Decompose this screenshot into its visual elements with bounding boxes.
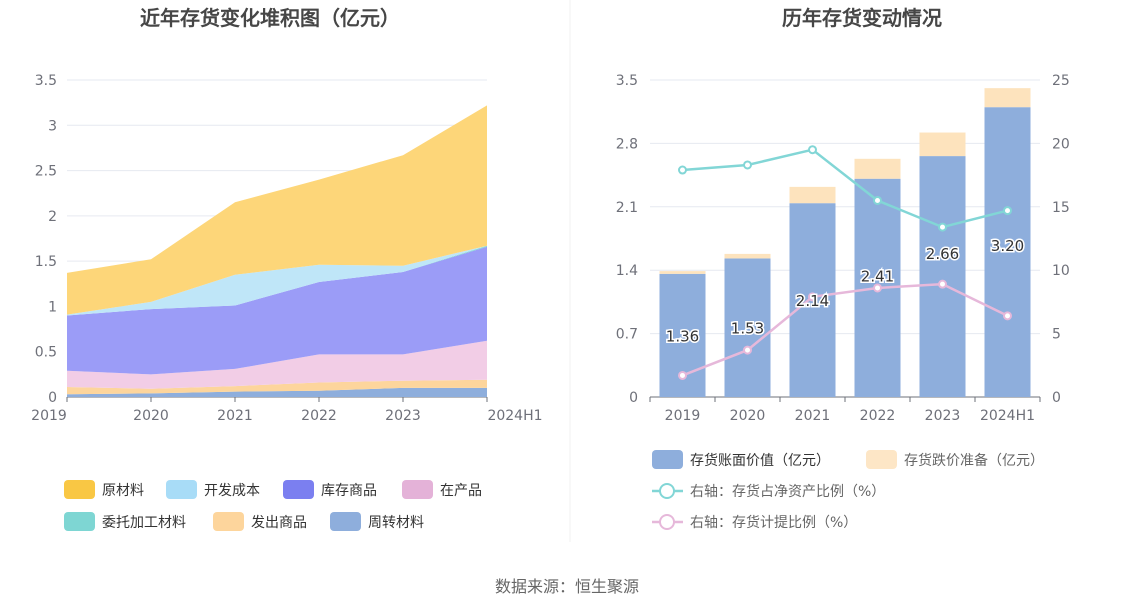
legend-swatch <box>64 512 95 531</box>
left-stacked-area-chart: 0 0.5 1 1.5 2 2.5 3 3.5 2019 2020 2021 2022 2023 2024… <box>31 73 543 531</box>
left-x-tick-label: 2024H1 <box>487 408 542 424</box>
line-point <box>1003 206 1012 216</box>
line-point <box>743 345 752 355</box>
legend-swatch <box>652 450 683 469</box>
legend-label: 原材料 <box>102 483 144 499</box>
bar-impairment-reserve <box>854 158 901 179</box>
line-point <box>938 222 947 232</box>
legend-swatch <box>866 450 897 469</box>
right-bar-line-chart: 0 0.7 1.4 2.1 2.8 3.5 0 5 10 15 20 25 2019 2020 2021 20… <box>616 73 1070 531</box>
left-x-tick-label: 2019 <box>31 408 67 424</box>
left-x-tick-label: 2021 <box>217 408 253 424</box>
right-x-tick-label: 2023 <box>925 408 961 424</box>
line-point <box>808 145 817 155</box>
line-point <box>678 370 687 380</box>
right-y-tick-label: 0 <box>629 390 638 406</box>
bar-data-label: 2.66 <box>926 245 959 263</box>
legend-swatch <box>64 480 95 499</box>
line-series <box>682 282 1009 377</box>
legend-swatch <box>213 512 244 531</box>
line-series <box>682 148 1008 229</box>
legend-label: 存货跌价准备（亿元） <box>904 452 1044 469</box>
right-y2-tick-label: 25 <box>1052 73 1070 89</box>
line-point <box>678 165 687 175</box>
legend-label: 委托加工材料 <box>102 515 186 531</box>
right-y-tick-label: 2.1 <box>616 200 638 216</box>
legend-label: 库存商品 <box>321 483 377 499</box>
bar-data-label: 1.36 <box>666 327 699 345</box>
line-point <box>808 292 817 302</box>
area-series-原材料 <box>67 105 487 315</box>
line-point <box>873 283 882 293</box>
legend-label: 开发成本 <box>204 483 260 499</box>
right-y-tick-label: 1.4 <box>616 263 638 279</box>
right-x-tick-label: 2022 <box>860 408 896 424</box>
area-series-周转材料 <box>67 387 487 397</box>
left-y-tick-label: 1.5 <box>35 254 57 270</box>
bar-data-label: 2.14 <box>796 292 829 310</box>
legend-swatch <box>330 512 361 531</box>
bar-data-label: 2.41 <box>861 268 894 286</box>
left-y-tick-label: 1 <box>48 299 57 315</box>
right-x-tick-label: 2019 <box>665 408 701 424</box>
line-point <box>938 279 947 289</box>
legend-line-marker <box>659 483 675 499</box>
left-y-tick-label: 3.5 <box>35 73 57 89</box>
legend-line-marker <box>659 514 675 530</box>
right-x-tick-label: 2020 <box>730 408 766 424</box>
right-y2-tick-label: 20 <box>1052 136 1070 152</box>
right-y2-tick-label: 10 <box>1052 263 1070 279</box>
right-y-tick-label: 0.7 <box>616 327 638 343</box>
bar-book-value <box>919 156 966 397</box>
left-y-tick-label: 2.5 <box>35 164 57 180</box>
right-y-tick-label: 3.5 <box>616 73 638 89</box>
bar-impairment-reserve <box>984 88 1031 108</box>
legend-swatch <box>283 480 314 499</box>
right-y2-tick-label: 5 <box>1052 327 1061 343</box>
left-chart-title: 近年存货变化堆积图（亿元） <box>140 6 400 30</box>
line-point <box>743 160 752 170</box>
right-x-tick-label: 2024H1 <box>980 408 1035 424</box>
left-y-tick-label: 0.5 <box>35 345 57 361</box>
bar-impairment-reserve <box>724 253 771 259</box>
bar-data-label: 3.20 <box>991 237 1024 255</box>
legend-label: 右轴：存货占净资产比例（%） <box>690 483 885 500</box>
area-series-开发成本 <box>67 245 487 316</box>
area-series-在产品 <box>67 340 487 389</box>
left-y-tick-label: 0 <box>48 390 57 406</box>
data-source-note: 数据来源：恒生聚源 <box>494 577 639 596</box>
right-y-tick-label: 2.8 <box>616 136 638 152</box>
bar-book-value <box>724 258 771 397</box>
legend-swatch <box>166 480 197 499</box>
right-y2-tick-label: 15 <box>1052 200 1070 216</box>
bar-data-label: 1.53 <box>731 320 764 338</box>
line-point <box>873 195 882 205</box>
area-series-发出商品 <box>67 379 487 395</box>
bar-impairment-reserve <box>659 271 706 274</box>
left-y-tick-label: 3 <box>48 118 57 134</box>
left-x-tick-label: 2023 <box>385 408 421 424</box>
legend-label: 在产品 <box>440 483 482 499</box>
legend-label: 存货账面价值（亿元） <box>690 452 830 469</box>
left-y-tick-label: 2 <box>48 209 57 225</box>
left-x-tick-label: 2020 <box>133 408 169 424</box>
bar-impairment-reserve <box>789 186 836 204</box>
right-chart-title: 历年存货变动情况 <box>782 6 942 30</box>
legend-swatch <box>402 480 433 499</box>
right-y2-tick-label: 0 <box>1052 390 1061 406</box>
line-point <box>1003 311 1012 321</box>
bar-impairment-reserve <box>919 132 966 157</box>
right-x-tick-label: 2021 <box>795 408 831 424</box>
legend-label: 右轴：存货计提比例（%） <box>690 514 857 531</box>
legend-label: 周转材料 <box>368 515 424 531</box>
left-x-tick-label: 2022 <box>301 408 337 424</box>
bar-book-value <box>984 107 1031 398</box>
area-series-库存商品 <box>67 246 487 375</box>
legend-label: 发出商品 <box>251 515 307 531</box>
